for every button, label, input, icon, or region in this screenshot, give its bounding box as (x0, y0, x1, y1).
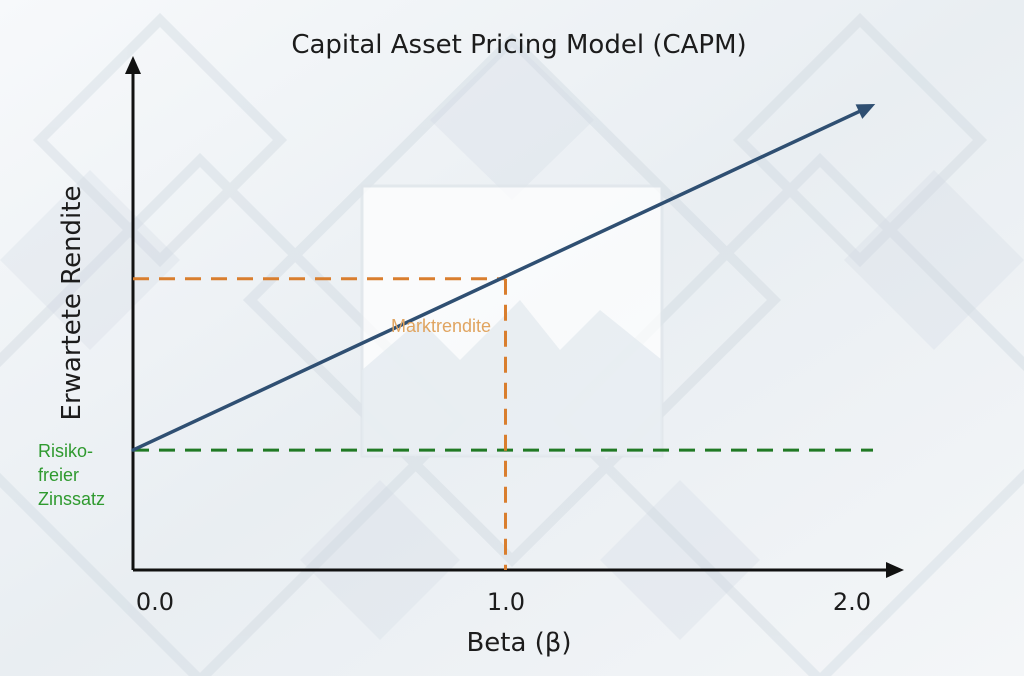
x-tick-label-2: 2.0 (833, 588, 871, 616)
x-axis-label: Beta (β) (466, 628, 571, 658)
y-axis-label: Erwartete Rendite (57, 186, 87, 421)
x-tick-label-1: 1.0 (487, 588, 525, 616)
security-market-line-arrowhead (855, 104, 876, 119)
risk-free-label-line-1: Risiko- (38, 441, 93, 461)
chart-title: Capital Asset Pricing Model (CAPM) (291, 30, 746, 60)
risk-free-label-line-3: Zinssatz (38, 489, 105, 509)
axes (125, 56, 904, 578)
market-return-label: Marktrendite (391, 316, 491, 336)
x-tick-label-0: 0.0 (136, 588, 174, 616)
risk-free-label-line-2: freier (38, 465, 79, 485)
x-axis-arrow (886, 562, 904, 578)
chart-marks (131, 104, 876, 570)
y-axis-arrow (125, 56, 141, 74)
security-market-line (131, 105, 870, 452)
